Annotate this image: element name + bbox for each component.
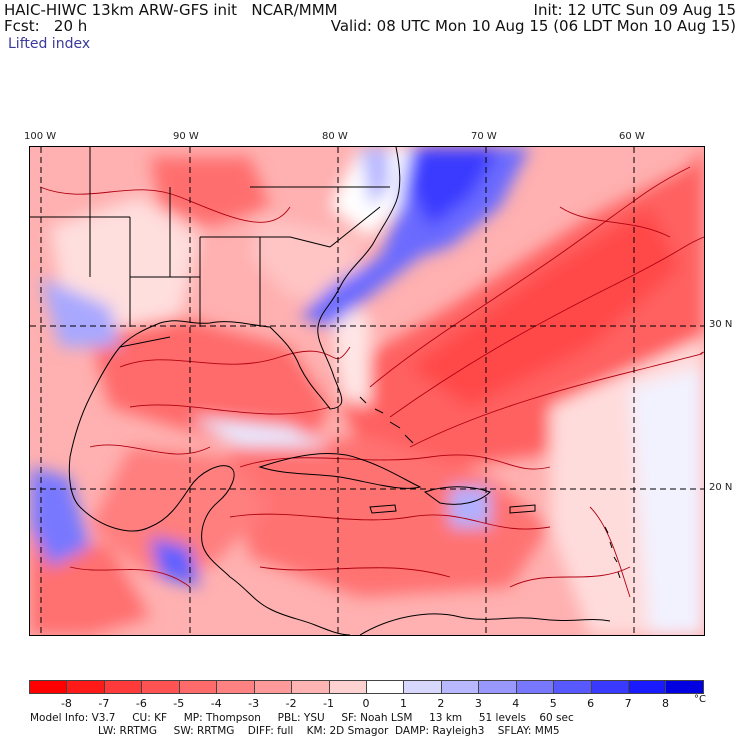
colorbar-tick-label: -5: [173, 697, 185, 710]
lat-label-20n: 20 N: [709, 482, 733, 493]
colorbar-box: [291, 680, 330, 694]
colorbar-tick-label: -3: [248, 697, 260, 710]
colorbar-tick-label: 3: [474, 697, 482, 710]
valid-time: Valid: 08 UTC Mon 10 Aug 15 (06 LDT Mon …: [330, 17, 736, 35]
info-sw: SW: RRTMG: [173, 725, 235, 737]
colorbar-labels: -8 -7 -6 -5 -4 -3 -2 -1 0 1 2 3 4 5 6 7 8: [29, 697, 703, 710]
contour-lines: [39, 166, 704, 598]
colorbar-box: [553, 680, 592, 694]
colorbar-box: [216, 680, 255, 694]
init-time: Init: 12 UTC Sun 09 Aug 15: [533, 1, 736, 19]
lifted-index-map: [29, 146, 705, 636]
lon-label-90w: 90 W: [173, 131, 199, 142]
colorbar-box: [328, 680, 367, 694]
colorbar: [29, 680, 704, 694]
colorbar-box: [590, 680, 629, 694]
colorbar-box: [66, 680, 105, 694]
colorbar-tick-label: -2: [285, 697, 297, 710]
colorbar-box: [141, 680, 180, 694]
info-sflay: SFLAY: MM5: [497, 725, 560, 737]
info-damp: DAMP: Rayleigh3: [395, 725, 485, 737]
colorbar-unit: °C: [694, 694, 706, 705]
map-canvas: [30, 147, 704, 635]
colorbar-tick-label: -4: [210, 697, 222, 710]
colorbar-box: [29, 680, 68, 694]
info-diff: DIFF: full: [247, 725, 294, 737]
colorbar-box: [665, 680, 704, 694]
lon-label-100w: 100 W: [24, 131, 57, 142]
lon-label-70w: 70 W: [471, 131, 497, 142]
info-km: KM: 2D Smagor: [306, 725, 389, 737]
colorbar-box: [478, 680, 517, 694]
info-pbl: PBL: YSU: [277, 712, 325, 724]
colorbar-tick-label: 1: [399, 697, 407, 710]
colorbar-tick-label: 0: [362, 697, 370, 710]
colorbar-box: [365, 680, 405, 694]
latlon-grid: [30, 147, 704, 635]
info-model-version: Model Info: V3.7: [30, 712, 116, 724]
field-shading: [30, 147, 704, 635]
colorbar-box: [253, 680, 293, 694]
colorbar-tick-label: 8: [662, 697, 670, 710]
info-timestep: 60 sec: [539, 712, 574, 724]
colorbar-tick-label: -8: [60, 697, 72, 710]
colorbar-tick-label: 6: [587, 697, 595, 710]
colorbar-box: [403, 680, 442, 694]
lon-label-60w: 60 W: [619, 131, 645, 142]
info-cu: CU: KF: [132, 712, 168, 724]
info-sf: SF: Noah LSM: [341, 712, 413, 724]
model-info-line2: LW: RRTMG SW: RRTMG DIFF: full KM: 2D Sm…: [98, 725, 560, 737]
colorbar-box: [440, 680, 480, 694]
colorbar-tick-label: 2: [437, 697, 445, 710]
field-name: Lifted index: [8, 36, 91, 52]
info-resolution: 13 km: [429, 712, 463, 724]
model-name: HAIC-HIWC 13km ARW-GFS init: [4, 1, 238, 19]
info-mp: MP: Thompson: [183, 712, 261, 724]
colorbar-tick-label: -1: [323, 697, 335, 710]
colorbar-tick-label: 5: [549, 697, 557, 710]
coastlines: [30, 147, 621, 635]
lon-label-80w: 80 W: [322, 131, 348, 142]
colorbar-tick-label: 4: [512, 697, 520, 710]
colorbar-tick-label: 7: [624, 697, 632, 710]
colorbar-tick-label: -7: [98, 697, 110, 710]
model-title: HAIC-HIWC 13km ARW-GFS init NCAR/MMM: [4, 2, 338, 18]
colorbar-box: [103, 680, 143, 694]
model-info-line1: Model Info: V3.7 CU: KF MP: Thompson PBL…: [30, 712, 574, 724]
colorbar-box: [178, 680, 218, 694]
info-levels: 51 levels: [478, 712, 526, 724]
org-name: NCAR/MMM: [251, 1, 338, 19]
lat-label-30n: 30 N: [709, 319, 733, 330]
forecast-hour: Fcst: 20 h: [4, 17, 88, 35]
colorbar-tick-label: -6: [135, 697, 147, 710]
colorbar-box: [628, 680, 667, 694]
colorbar-box: [515, 680, 555, 694]
info-lw: LW: RRTMG: [98, 725, 157, 737]
